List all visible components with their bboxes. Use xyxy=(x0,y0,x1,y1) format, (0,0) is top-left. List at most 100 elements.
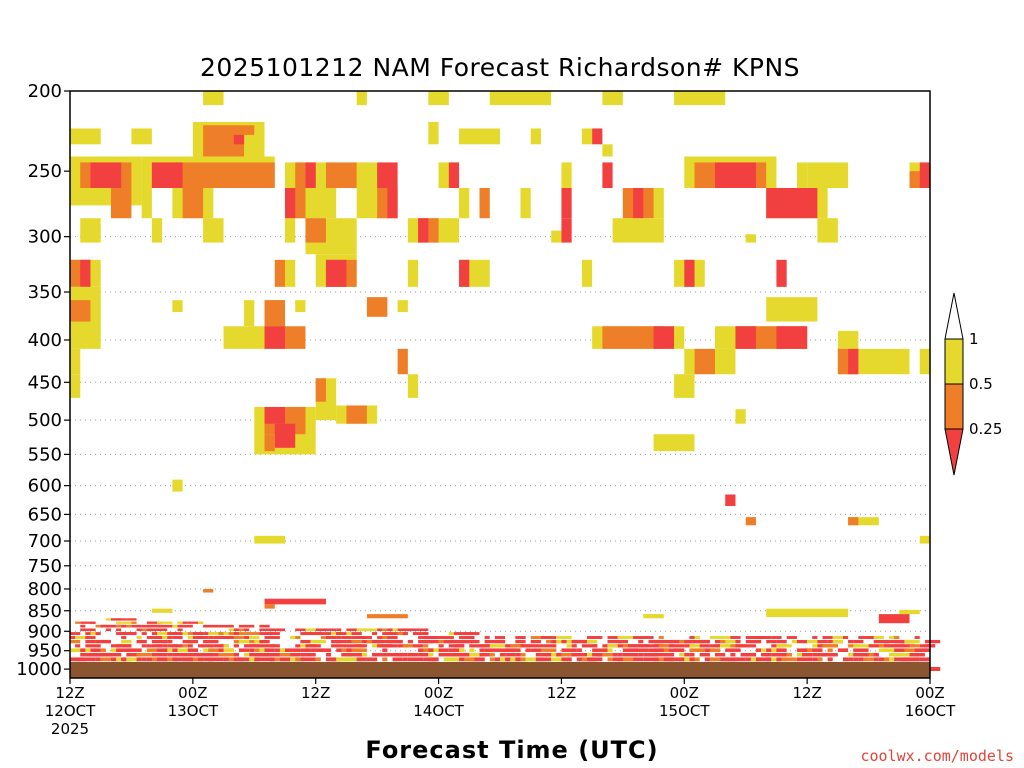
ri-cell xyxy=(249,648,255,652)
ri-cell xyxy=(878,614,910,624)
ri-cell xyxy=(817,648,823,652)
x-tick-label: 12Z xyxy=(792,684,821,702)
ri-cell xyxy=(899,609,920,615)
ri-cell xyxy=(285,218,296,243)
ri-cell xyxy=(126,644,132,648)
ri-cell xyxy=(914,652,920,657)
ri-cell xyxy=(331,644,347,648)
ri-cell xyxy=(684,652,690,657)
ri-cell xyxy=(259,632,265,636)
ri-cell xyxy=(868,657,874,662)
ri-cell xyxy=(484,648,500,652)
ri-cell xyxy=(146,621,163,624)
ri-cell xyxy=(162,644,168,648)
ri-cell xyxy=(771,652,787,657)
ri-cell xyxy=(131,624,142,628)
ri-cell xyxy=(70,348,81,375)
data-cells xyxy=(70,91,941,678)
ri-cell xyxy=(249,644,265,648)
ri-cell xyxy=(530,636,547,639)
ri-cell xyxy=(366,628,378,632)
plot-frame xyxy=(69,90,931,679)
colorbar-segment xyxy=(944,292,964,340)
ri-cell xyxy=(208,652,214,657)
ri-cell xyxy=(771,636,777,639)
ri-cell xyxy=(715,348,736,375)
ri-cell xyxy=(274,259,285,287)
ri-cell xyxy=(551,639,557,644)
ri-cell xyxy=(848,517,879,526)
ri-cell xyxy=(269,644,280,648)
ri-cell xyxy=(244,648,250,652)
ri-cell xyxy=(914,636,920,639)
ri-cell xyxy=(540,644,557,648)
ri-cell xyxy=(812,636,818,639)
ri-cell xyxy=(105,652,122,657)
ri-cell xyxy=(233,644,239,648)
ri-cell xyxy=(259,624,270,628)
ri-cell xyxy=(848,517,859,526)
ri-cell xyxy=(80,621,96,624)
ri-cell xyxy=(423,644,429,648)
ri-cell xyxy=(377,639,393,644)
ri-cell xyxy=(187,652,204,657)
ri-cell xyxy=(264,652,280,657)
ri-cell xyxy=(105,639,111,644)
ri-cell xyxy=(264,604,275,609)
ri-cell xyxy=(151,639,168,644)
ri-cell xyxy=(602,648,608,652)
ri-cell xyxy=(535,657,552,662)
ri-cell xyxy=(141,187,152,219)
ri-cell xyxy=(407,652,419,657)
ri-cell xyxy=(622,652,639,657)
ri-cell xyxy=(264,406,285,424)
ri-cell xyxy=(172,652,178,657)
ri-cell xyxy=(187,621,204,624)
ri-cell xyxy=(407,374,419,398)
ri-cell xyxy=(581,259,593,287)
ri-cell xyxy=(80,218,101,243)
ri-cell xyxy=(766,187,818,219)
ri-cell xyxy=(377,628,383,632)
ri-cell xyxy=(709,636,726,639)
ri-cell xyxy=(305,648,311,652)
credit-link[interactable]: coolwx.com/models xyxy=(860,747,1014,765)
ri-cell xyxy=(551,652,557,657)
ri-cell xyxy=(592,644,598,648)
ri-cell xyxy=(602,162,613,188)
y-tick-label: 450 xyxy=(28,372,62,393)
ri-cell xyxy=(725,494,736,507)
ri-cell xyxy=(515,639,526,644)
ri-cell xyxy=(121,639,132,644)
ri-cell xyxy=(817,639,828,644)
ri-cell xyxy=(730,657,746,662)
ri-cell xyxy=(146,624,152,628)
ri-cell xyxy=(761,636,772,639)
ri-cell xyxy=(244,636,250,639)
ri-cell xyxy=(197,657,204,662)
ri-cell xyxy=(75,621,81,624)
ri-cell xyxy=(530,648,541,652)
ri-cell xyxy=(694,648,705,652)
ri-cell xyxy=(402,657,408,662)
ri-cell xyxy=(157,624,173,628)
ri-cell xyxy=(80,648,86,652)
ri-cell xyxy=(85,636,96,639)
ri-cell xyxy=(305,162,316,188)
ri-cell xyxy=(172,636,183,639)
ri-cell xyxy=(151,628,168,632)
ri-cell xyxy=(633,648,649,652)
x-tick-label: 14OCT xyxy=(413,702,464,720)
ri-cell xyxy=(689,657,695,662)
x-tick-label: 12Z xyxy=(301,684,330,702)
ri-cell xyxy=(581,128,593,145)
ri-cell xyxy=(146,628,152,632)
ri-cell xyxy=(679,648,685,652)
ri-cell xyxy=(484,636,490,639)
ri-cell xyxy=(858,636,874,639)
ri-cell xyxy=(238,639,250,644)
ri-cell xyxy=(689,652,695,657)
ri-cell xyxy=(157,652,168,657)
ri-cell xyxy=(310,644,321,648)
ri-cell xyxy=(735,648,741,652)
